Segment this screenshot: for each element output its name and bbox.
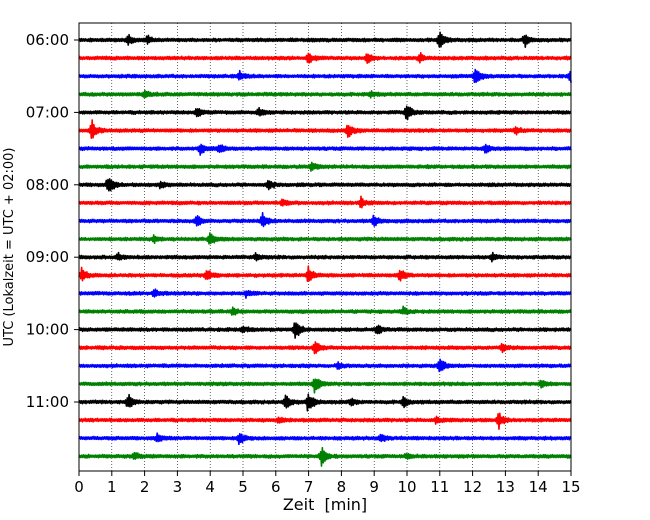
x-tick-label: 1 <box>107 478 117 496</box>
x-tick-label: 7 <box>304 478 314 496</box>
x-tick-label: 13 <box>496 478 515 496</box>
x-tick-label: 8 <box>337 478 347 496</box>
x-tick-label: 0 <box>74 478 84 496</box>
x-tick-label: 14 <box>529 478 548 496</box>
x-tick-label: 2 <box>140 478 150 496</box>
y-axis-title: UTC (Lokalzeit = UTC + 02:00) <box>2 148 17 347</box>
x-tick-label: 11 <box>430 478 449 496</box>
y-tick-label: 06:00 <box>26 31 69 49</box>
x-axis-title: Zeit [min] <box>283 495 367 514</box>
y-tick-label: 09:00 <box>26 248 69 266</box>
x-tick-label: 12 <box>463 478 482 496</box>
plot-frame <box>78 22 572 472</box>
x-tick-label: 6 <box>271 478 281 496</box>
y-axis: 06:00 07:00 08:00 09:00 10:00 11:00 <box>26 31 79 411</box>
y-tick-label: 08:00 <box>26 176 69 194</box>
trace-group <box>78 31 572 467</box>
x-tick-label: 3 <box>173 478 183 496</box>
x-tick-label: 10 <box>397 478 416 496</box>
y-tick-label: 10:00 <box>26 321 69 339</box>
x-tick-label: 4 <box>205 478 215 496</box>
x-tick-label: 9 <box>369 478 379 496</box>
y-tick-label: 11:00 <box>26 393 69 411</box>
x-tick-label: 15 <box>561 478 580 496</box>
x-tick-label: 5 <box>238 478 248 496</box>
y-tick-label: 07:00 <box>26 103 69 121</box>
x-axis: 0 1 2 3 4 5 6 7 8 9 10 11 12 13 14 15 <box>74 471 581 496</box>
